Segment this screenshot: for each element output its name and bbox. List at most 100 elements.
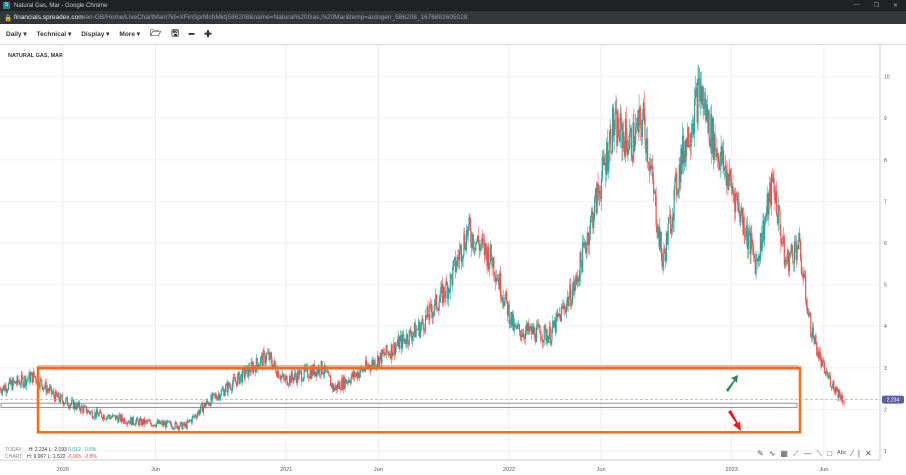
candle-body	[408, 330, 410, 345]
restore-icon[interactable]: ❐	[873, 3, 879, 9]
menu-technical[interactable]: Technical	[37, 30, 72, 38]
curve-tool-icon[interactable]: ∿	[768, 449, 776, 458]
candle-body	[294, 372, 296, 378]
candle-body	[705, 98, 707, 121]
candle-body	[287, 384, 289, 386]
candle-body	[644, 115, 646, 140]
candle-body	[307, 377, 310, 378]
folder-open-icon[interactable]: 🗁	[150, 28, 162, 38]
candle-body	[575, 275, 577, 285]
candle-body	[760, 233, 762, 251]
price-chart[interactable]: NATURAL GAS, MAR 2.234 2020 Jun 2021 Jun 2022…	[0, 45, 906, 475]
candle-body	[183, 422, 185, 426]
candle-body	[394, 342, 396, 355]
candle-body	[97, 413, 99, 417]
candle-body	[659, 232, 662, 250]
text-tool-icon[interactable]: ᴬᵇᶜ	[837, 449, 847, 458]
candle-body	[731, 186, 733, 189]
candle-body	[138, 419, 140, 426]
y-tick-label: 8	[884, 158, 887, 164]
pen-tool-icon[interactable]: ✎	[757, 449, 764, 458]
candle-body	[198, 410, 200, 415]
candle-body	[79, 409, 81, 412]
candle-body	[325, 370, 327, 372]
candle-body	[552, 320, 554, 330]
candle-body	[459, 245, 462, 251]
candle-body	[662, 261, 664, 267]
candle-body	[337, 383, 339, 388]
candle-body	[570, 284, 572, 306]
fib-tool-icon[interactable]: ▦	[780, 449, 788, 458]
candle-body	[730, 177, 732, 189]
ray-tool-icon[interactable]: ⁄	[851, 449, 853, 458]
close-icon[interactable]: ✕	[892, 3, 898, 9]
candle-body	[559, 313, 561, 316]
menu-daily[interactable]: Daily	[6, 30, 27, 38]
rect-tool-icon[interactable]: □	[827, 449, 833, 458]
candle-body	[240, 373, 242, 378]
candle-body	[140, 418, 142, 425]
candle-body	[169, 421, 171, 423]
save-icon[interactable]: 🖫	[171, 28, 179, 38]
candle-body	[289, 376, 292, 384]
candle-body	[6, 390, 8, 393]
candle-body	[780, 229, 782, 244]
candle-body	[623, 131, 625, 141]
candle-body	[841, 395, 844, 402]
candle-body	[685, 138, 687, 162]
zoom-out-icon[interactable]: ━	[188, 28, 195, 39]
candle-body	[837, 388, 839, 398]
candle-body	[442, 286, 445, 304]
candle-body	[520, 335, 522, 338]
candle-body	[766, 193, 768, 213]
candle-body	[757, 258, 759, 261]
candle-body	[608, 140, 610, 164]
candle-body	[637, 117, 639, 133]
candle-body	[500, 272, 502, 297]
candle-body	[764, 221, 766, 240]
candle-body	[610, 129, 612, 153]
minimize-icon[interactable]: —	[853, 2, 860, 8]
line-tool-icon[interactable]: ⟍	[816, 449, 823, 458]
candle-body	[196, 413, 198, 418]
candle-body	[314, 371, 316, 376]
clear-tools-icon[interactable]: ✕	[864, 449, 872, 458]
candle-body	[589, 217, 591, 235]
candle-body	[452, 266, 454, 285]
candle-body	[413, 322, 415, 333]
candle-body	[177, 426, 179, 429]
candle-body	[25, 376, 27, 386]
candle-body	[75, 407, 77, 410]
candle-body	[678, 164, 680, 189]
candle-body	[594, 188, 597, 198]
up-arrow-icon	[726, 375, 738, 392]
candle-body	[327, 371, 329, 374]
menu-more[interactable]: More	[119, 30, 140, 38]
candle-body	[23, 383, 25, 387]
candle-body	[401, 334, 404, 349]
candle-body	[136, 418, 139, 421]
fan-tool-icon[interactable]: ⟋	[792, 449, 799, 458]
x-tick-label: Jun	[819, 467, 828, 473]
candle-body	[421, 318, 423, 325]
zoom-in-icon[interactable]: ✚	[204, 28, 212, 39]
candle-body	[514, 324, 516, 326]
x-tick-label: 2021	[280, 467, 292, 473]
candle-body	[333, 384, 335, 391]
address-bar[interactable]: 🔒 financials.spreadex.com/en-GB/Home/Liv…	[0, 11, 906, 24]
candle-body	[653, 191, 656, 194]
candle-body	[510, 311, 512, 323]
candle-body	[492, 257, 494, 268]
candle-body	[10, 381, 12, 385]
candle-body	[433, 309, 435, 313]
candle-body	[705, 104, 708, 121]
candle-body	[201, 403, 203, 405]
menu-display[interactable]: Display	[81, 30, 109, 38]
hline-tool-icon[interactable]: —	[803, 449, 812, 458]
candle-body	[775, 190, 777, 203]
candle-body	[55, 391, 57, 396]
candle-body	[398, 336, 400, 349]
candle-body	[698, 77, 700, 79]
candle-body	[104, 419, 106, 420]
candle-body	[501, 297, 503, 301]
